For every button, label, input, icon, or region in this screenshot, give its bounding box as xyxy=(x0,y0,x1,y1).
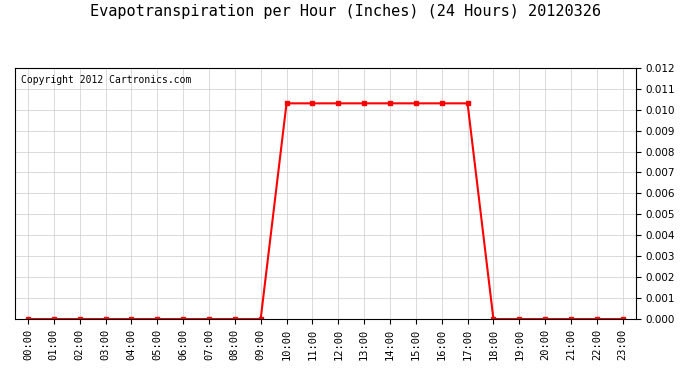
Text: Evapotranspiration per Hour (Inches) (24 Hours) 20120326: Evapotranspiration per Hour (Inches) (24… xyxy=(90,4,600,19)
Text: Copyright 2012 Cartronics.com: Copyright 2012 Cartronics.com xyxy=(21,75,192,85)
